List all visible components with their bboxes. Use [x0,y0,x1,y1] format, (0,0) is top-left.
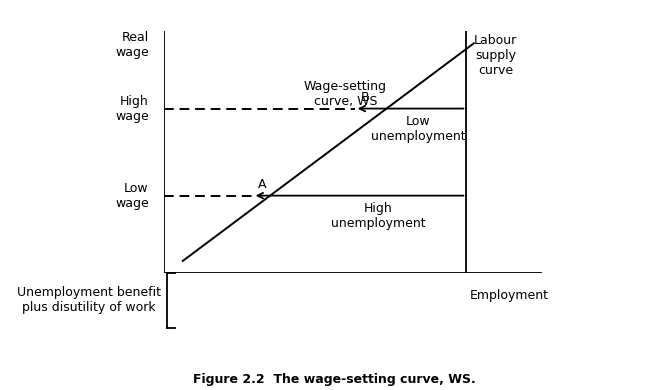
Text: Figure 2.2  The wage-setting curve, WS.: Figure 2.2 The wage-setting curve, WS. [193,373,476,386]
Text: Real
wage: Real wage [115,31,149,59]
Text: Low
wage: Low wage [115,182,149,209]
Text: Low
unemployment: Low unemployment [371,115,466,143]
Text: High
wage: High wage [115,95,149,122]
Text: Labour
supply
curve: Labour supply curve [474,34,517,76]
Text: B: B [361,91,369,104]
Text: High
unemployment: High unemployment [331,202,425,230]
Text: A: A [258,178,267,191]
Text: Wage-setting
curve, WS: Wage-setting curve, WS [304,80,387,108]
Text: Unemployment benefit
plus disutility of work: Unemployment benefit plus disutility of … [17,286,161,314]
Text: Employment: Employment [470,289,549,301]
